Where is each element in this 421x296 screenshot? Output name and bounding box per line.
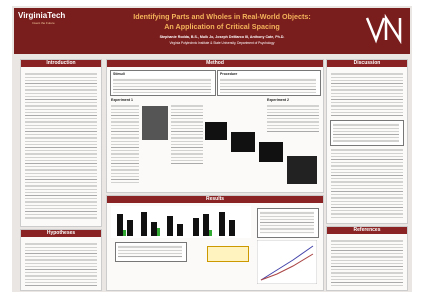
highlight-box [207,246,249,262]
body-text [260,211,314,234]
section-heading: Method [107,60,323,67]
body-text [331,148,403,218]
logo: VirginiaTech [18,11,65,20]
section-heading: Introduction [21,60,101,67]
discussion-panel: Discussion [326,59,408,224]
image [259,142,283,162]
authors: Stephanie Rodda, B.S., Mulk Jo, Joseph D… [92,35,352,39]
poster: VirginiaTech Invent the Future Identifyi… [0,0,421,296]
procedure-box: Procedure [217,70,321,96]
body-text [220,78,316,93]
body-text [113,78,211,93]
stimuli-box: Stimuli [110,70,216,96]
section-heading: Results [107,196,323,203]
note-box [257,208,319,238]
subheading: Stimuli [113,72,125,76]
body-text [331,72,403,116]
subheading: Experiment 1 [111,98,133,102]
subheading: Procedure [220,72,237,76]
body-text [331,239,403,286]
results-panel: Results [106,195,324,291]
body-text [25,72,97,220]
title-line: An Application of Critical Spacing [92,22,352,31]
note-box [330,120,404,146]
vtn-logo [364,14,404,44]
body-text [171,104,203,164]
body-text [267,104,319,134]
body-text [333,123,399,142]
header: VirginiaTech Invent the Future Identifyi… [14,8,410,54]
body-text [118,245,182,258]
hypotheses-panel: Hypotheses [20,229,102,291]
title-line: Identifying Parts and Wholes in Real-Wor… [92,12,352,21]
image [287,156,317,184]
section-heading: Discussion [327,60,407,67]
image [205,122,227,140]
affiliation: Virginia Polytechnic Institute & State U… [92,41,352,45]
section-heading: References [327,227,407,234]
subheading: Experiment 2 [267,98,289,102]
body-text [111,104,139,184]
image [142,106,168,140]
method-panel: Method Stimuli Procedure Experiment 1 Ex… [106,59,324,193]
note-box [115,242,187,262]
results-figure [111,206,251,238]
logo-tagline: Invent the Future [32,21,55,25]
references-panel: References [326,226,408,291]
image [231,132,255,152]
body-text [25,242,97,286]
results-plot [257,240,317,284]
section-heading: Hypotheses [21,230,101,237]
introduction-panel: Introduction [20,59,102,227]
